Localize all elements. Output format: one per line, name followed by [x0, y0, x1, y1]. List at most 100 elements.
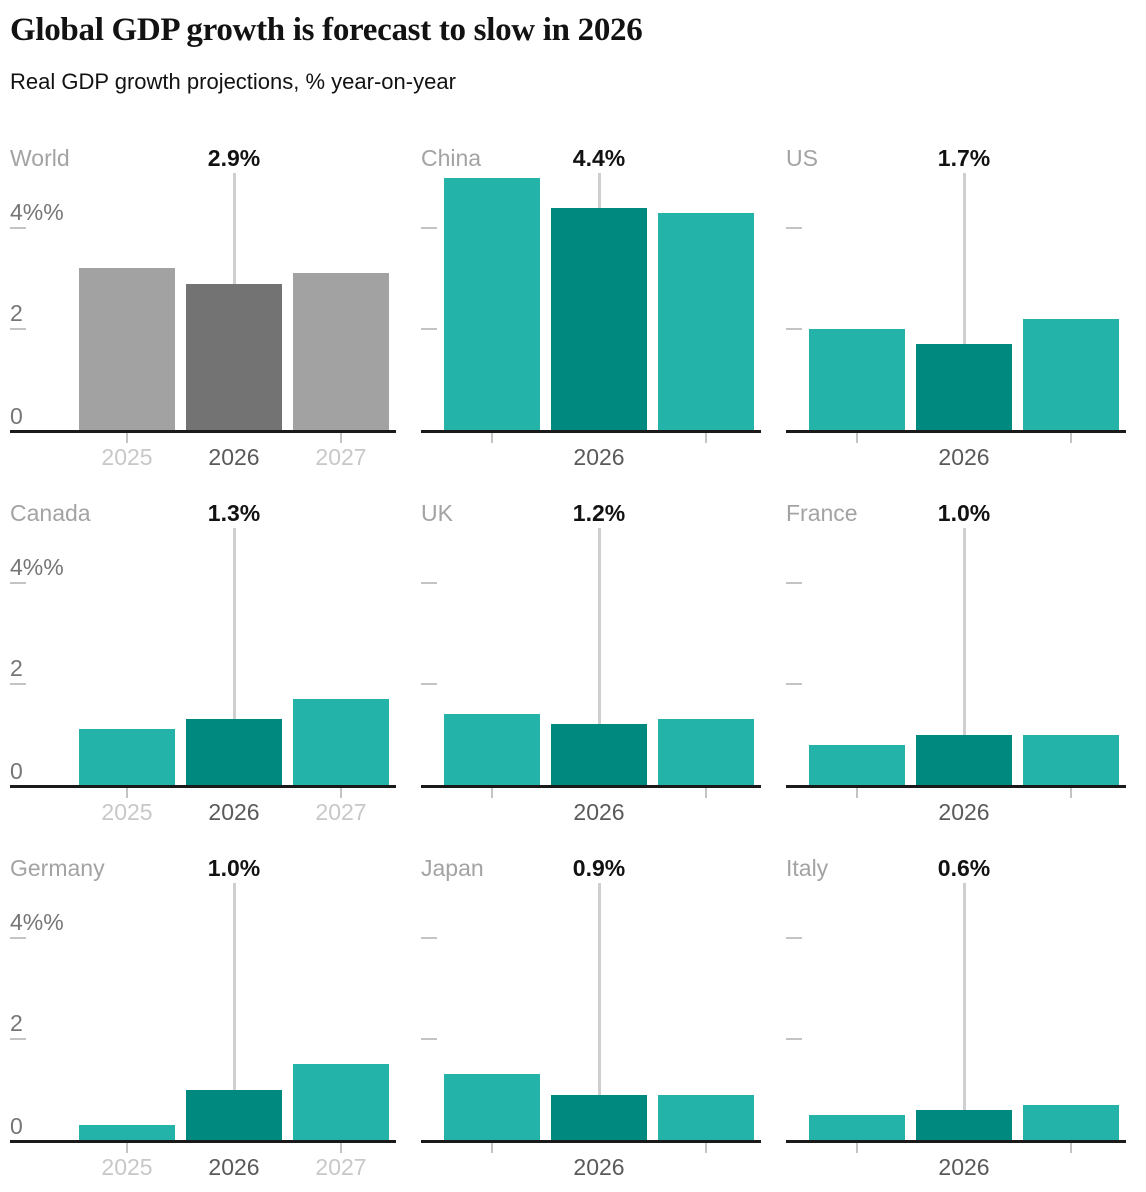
chart-panel-world: World 2.9% 0 2 4%% 2025 2026 2027 — [10, 147, 396, 470]
bar-2027 — [1023, 734, 1119, 785]
x-axis-labels: 2025 2026 2027 — [10, 788, 396, 825]
x-axis-baseline — [421, 1140, 761, 1143]
annotation-value: 1.0% — [207, 855, 261, 881]
panel-head: UK 1.2% — [421, 502, 761, 525]
annotation-value: 1.0% — [937, 500, 991, 526]
panel-title: World — [10, 145, 70, 171]
y-axis-tick-4 — [421, 227, 437, 229]
annotation-line — [233, 173, 236, 284]
x-axis-baseline — [421, 430, 761, 433]
panel-title: China — [421, 145, 482, 171]
chart-subtitle: Real GDP growth projections, % year-on-y… — [10, 69, 456, 94]
chart-panel-us: US 1.7% 2026 — [786, 147, 1126, 470]
panel-head: Canada 1.3% — [10, 502, 396, 525]
panel-plot — [786, 170, 1126, 430]
x-axis-baseline — [10, 785, 396, 788]
bar-2025 — [79, 1124, 175, 1140]
y-axis-tick-2 — [10, 328, 26, 330]
y-axis-tick-4 — [786, 937, 802, 939]
y-axis-tick-2 — [786, 1038, 802, 1040]
y-axis-tick-2 — [786, 328, 802, 330]
chart-panel-germany: Germany 1.0% 0 2 4%% 2025 2026 2027 — [10, 855, 396, 1180]
panel-head: Japan 0.9% — [421, 857, 761, 880]
panel-title: Japan — [421, 855, 484, 881]
panel-title: Germany — [10, 855, 105, 881]
x-axis-label-2026: 2026 — [208, 444, 260, 470]
x-axis-labels: 2025 2026 2027 — [10, 1143, 396, 1180]
bar-2027 — [293, 699, 389, 785]
annotation-line — [598, 883, 601, 1095]
annotation-line — [963, 528, 966, 735]
y-axis-tick-4 — [10, 227, 26, 229]
annotation-line — [233, 883, 236, 1090]
y-axis-tick-2 — [786, 683, 802, 685]
panel-title: Italy — [786, 855, 829, 881]
annotation-value: 1.2% — [572, 500, 626, 526]
x-axis-label-2026: 2026 — [938, 444, 990, 470]
y-axis-label-4: 4%% — [10, 199, 64, 225]
panel-head: World 2.9% — [10, 147, 396, 170]
chart-panel-china: China 4.4% 2026 — [421, 145, 761, 470]
chart-panel-france: France 1.0% 2026 — [786, 502, 1126, 824]
x-axis-tick-2027 — [705, 433, 707, 443]
x-axis-tick-2025 — [491, 1143, 493, 1153]
x-axis-tick-2025 — [126, 788, 128, 798]
x-axis-tick-2027 — [1070, 788, 1072, 798]
annotation-value: 2.9% — [207, 145, 261, 171]
bar-2027 — [1023, 1104, 1119, 1140]
x-axis-tick-2025 — [126, 1143, 128, 1153]
annotation-line — [598, 173, 601, 208]
bar-2027 — [658, 212, 754, 430]
y-axis-label-0: 0 — [10, 758, 23, 784]
x-axis-labels: 2026 — [786, 1143, 1126, 1179]
bar-2025 — [809, 1114, 905, 1140]
panel-head: US 1.7% — [786, 147, 1126, 170]
y-axis-tick-2 — [10, 683, 26, 685]
annotation-value: 1.3% — [207, 500, 261, 526]
bar-2026 — [551, 724, 647, 785]
x-axis-label-2025: 2025 — [101, 444, 153, 470]
annotation-line — [233, 528, 236, 720]
y-axis-label-0: 0 — [10, 403, 23, 429]
panel-plot — [786, 880, 1126, 1140]
x-axis-label-2026: 2026 — [208, 799, 260, 825]
annotation-value: 4.4% — [572, 145, 626, 171]
panel-plot: 0 2 4%% — [10, 170, 396, 430]
panel-plot — [421, 880, 761, 1140]
panel-head: France 1.0% — [786, 502, 1126, 525]
x-axis-label-2026: 2026 — [573, 444, 625, 470]
y-axis-label-4: 4%% — [10, 909, 64, 935]
chart-panel-italy: Italy 0.6% 2026 — [786, 855, 1126, 1179]
annotation-line — [598, 528, 601, 725]
bar-2026 — [916, 1109, 1012, 1140]
x-axis-labels: 2026 — [786, 788, 1126, 824]
y-axis-tick-4 — [421, 937, 437, 939]
x-axis-tick-2025 — [126, 433, 128, 443]
x-axis-tick-2027 — [1070, 1143, 1072, 1153]
x-axis-label-2025: 2025 — [101, 799, 153, 825]
bar-2025 — [79, 729, 175, 785]
y-axis-tick-2 — [421, 328, 437, 330]
panel-plot — [421, 170, 761, 430]
x-axis-label-2027: 2027 — [315, 799, 367, 825]
bar-2025 — [444, 177, 540, 430]
bar-2027 — [293, 273, 389, 430]
x-axis-label-2026: 2026 — [208, 1154, 260, 1180]
x-axis-tick-2025 — [856, 1143, 858, 1153]
y-axis-label-0: 0 — [10, 1113, 23, 1139]
x-axis-baseline — [786, 1140, 1126, 1143]
y-axis-tick-4 — [786, 582, 802, 584]
y-axis-tick-2 — [421, 1038, 437, 1040]
bar-2025 — [809, 329, 905, 430]
y-axis-tick-4 — [421, 582, 437, 584]
y-axis-tick-2 — [421, 683, 437, 685]
chart-panel-japan: Japan 0.9% 2026 — [421, 857, 761, 1179]
bar-2026 — [186, 719, 282, 785]
annotation-value: 0.6% — [937, 855, 991, 881]
y-axis-label-2: 2 — [10, 300, 23, 326]
x-axis-tick-2027 — [340, 1143, 342, 1153]
chart-panel-uk: UK 1.2% 2026 — [421, 502, 761, 824]
y-axis-tick-4 — [10, 582, 26, 584]
y-axis-label-2: 2 — [10, 1010, 23, 1036]
chart-title: Global GDP growth is forecast to slow in… — [10, 12, 643, 48]
